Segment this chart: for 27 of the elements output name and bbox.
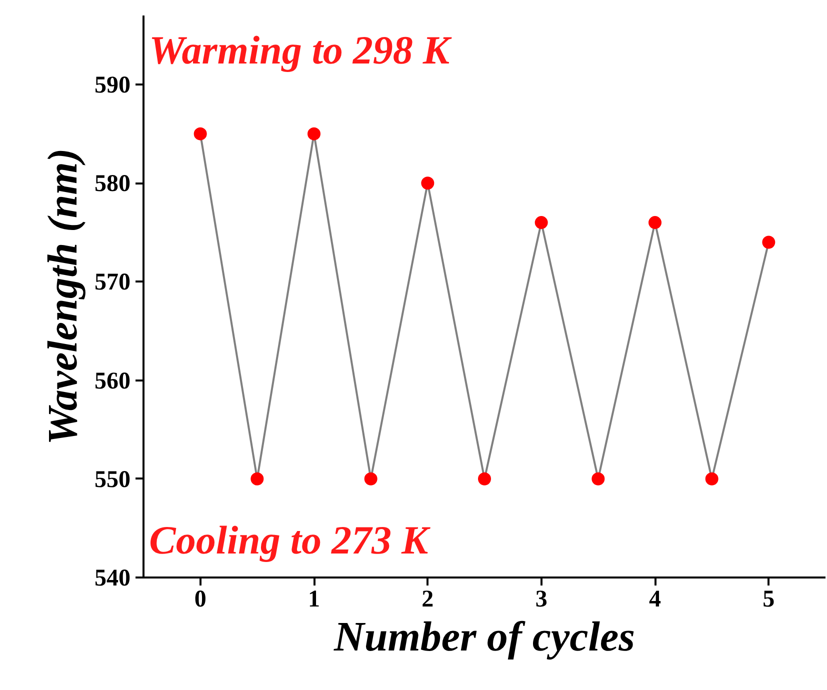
x-tick-label: 1 <box>308 586 320 612</box>
point <box>534 216 548 230</box>
x-tick-label: 0 <box>194 586 206 612</box>
x-axis-title: Number of cycles <box>333 614 635 660</box>
y-tick-label: 560 <box>94 368 130 394</box>
point <box>592 472 605 486</box>
point <box>705 472 718 486</box>
point <box>250 472 264 486</box>
y-tick-label: 580 <box>94 171 130 198</box>
y-tick-label: 540 <box>94 566 130 592</box>
x-tick-label: 5 <box>762 586 775 612</box>
y-tick-label: 550 <box>94 466 130 493</box>
point <box>762 236 776 249</box>
x-tick-label: 4 <box>649 586 661 612</box>
point <box>421 176 434 190</box>
y-axis-title: Wavelength (nm) <box>40 148 86 445</box>
x-tick-label: 3 <box>535 586 548 612</box>
point <box>648 216 662 230</box>
x-tick-label: 2 <box>422 586 434 612</box>
y-tick-label: 590 <box>94 72 130 99</box>
y-tick-label: 570 <box>94 270 130 296</box>
annotation: Cooling to 273 K <box>149 518 430 563</box>
point <box>364 472 378 486</box>
annotation: Warming to 298 K <box>149 28 452 73</box>
point <box>478 472 491 486</box>
point <box>308 127 320 140</box>
point <box>194 127 207 140</box>
